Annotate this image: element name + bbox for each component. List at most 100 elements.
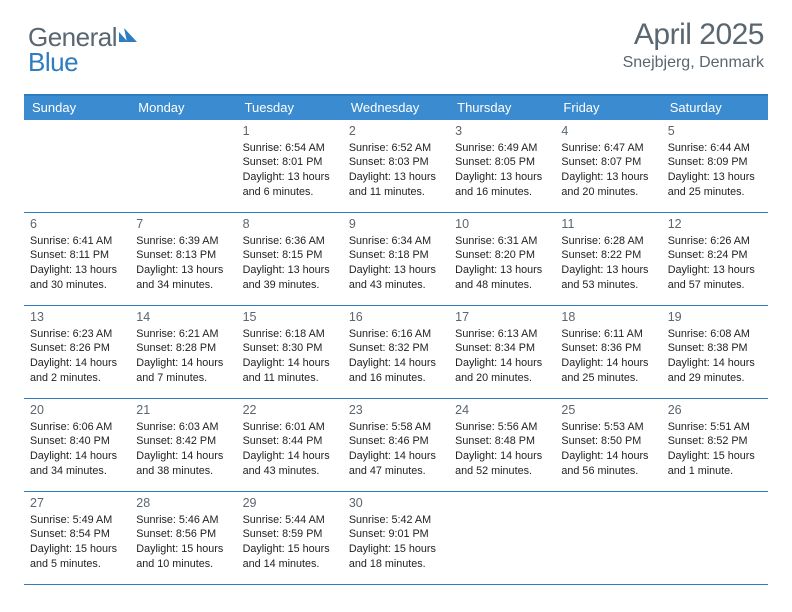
day-cell: 13Sunrise: 6:23 AMSunset: 8:26 PMDayligh… xyxy=(24,306,130,398)
sunrise-text: Sunrise: 5:53 AM xyxy=(561,420,655,435)
daylight-text: Daylight: 13 hours and 25 minutes. xyxy=(668,170,762,199)
sunrise-text: Sunrise: 6:39 AM xyxy=(136,234,230,249)
sunset-text: Sunset: 8:22 PM xyxy=(561,248,655,263)
sunset-text: Sunset: 8:36 PM xyxy=(561,341,655,356)
day-number: 12 xyxy=(668,216,762,233)
sunrise-text: Sunrise: 6:41 AM xyxy=(30,234,124,249)
day-number: 3 xyxy=(455,123,549,140)
daylight-text: Daylight: 13 hours and 43 minutes. xyxy=(349,263,443,292)
daylight-text: Daylight: 14 hours and 56 minutes. xyxy=(561,449,655,478)
day-cell: 29Sunrise: 5:44 AMSunset: 8:59 PMDayligh… xyxy=(237,492,343,584)
day-cell: 4Sunrise: 6:47 AMSunset: 8:07 PMDaylight… xyxy=(555,120,661,212)
day-cell: 28Sunrise: 5:46 AMSunset: 8:56 PMDayligh… xyxy=(130,492,236,584)
daylight-text: Daylight: 13 hours and 34 minutes. xyxy=(136,263,230,292)
sunrise-text: Sunrise: 6:03 AM xyxy=(136,420,230,435)
day-cell: 17Sunrise: 6:13 AMSunset: 8:34 PMDayligh… xyxy=(449,306,555,398)
sunrise-text: Sunrise: 6:49 AM xyxy=(455,141,549,156)
day-number: 22 xyxy=(243,402,337,419)
daylight-text: Daylight: 14 hours and 25 minutes. xyxy=(561,356,655,385)
daylight-text: Daylight: 14 hours and 38 minutes. xyxy=(136,449,230,478)
sunrise-text: Sunrise: 6:08 AM xyxy=(668,327,762,342)
sunset-text: Sunset: 8:15 PM xyxy=(243,248,337,263)
weeks-container: 1Sunrise: 6:54 AMSunset: 8:01 PMDaylight… xyxy=(24,120,768,585)
sunset-text: Sunset: 9:01 PM xyxy=(349,527,443,542)
day-number: 7 xyxy=(136,216,230,233)
day-cell: 18Sunrise: 6:11 AMSunset: 8:36 PMDayligh… xyxy=(555,306,661,398)
daylight-text: Daylight: 14 hours and 29 minutes. xyxy=(668,356,762,385)
day-cell: 8Sunrise: 6:36 AMSunset: 8:15 PMDaylight… xyxy=(237,213,343,305)
daylight-text: Daylight: 13 hours and 16 minutes. xyxy=(455,170,549,199)
weekday-sunday: Sunday xyxy=(24,96,130,120)
day-cell: 16Sunrise: 6:16 AMSunset: 8:32 PMDayligh… xyxy=(343,306,449,398)
day-cell: 20Sunrise: 6:06 AMSunset: 8:40 PMDayligh… xyxy=(24,399,130,491)
daylight-text: Daylight: 15 hours and 5 minutes. xyxy=(30,542,124,571)
sunset-text: Sunset: 8:01 PM xyxy=(243,155,337,170)
sunrise-text: Sunrise: 6:21 AM xyxy=(136,327,230,342)
day-number: 23 xyxy=(349,402,443,419)
daylight-text: Daylight: 13 hours and 53 minutes. xyxy=(561,263,655,292)
daylight-text: Daylight: 15 hours and 1 minute. xyxy=(668,449,762,478)
day-number: 14 xyxy=(136,309,230,326)
day-number: 16 xyxy=(349,309,443,326)
sunset-text: Sunset: 8:09 PM xyxy=(668,155,762,170)
daylight-text: Daylight: 13 hours and 11 minutes. xyxy=(349,170,443,199)
day-number: 5 xyxy=(668,123,762,140)
daylight-text: Daylight: 14 hours and 20 minutes. xyxy=(455,356,549,385)
sunset-text: Sunset: 8:56 PM xyxy=(136,527,230,542)
sunset-text: Sunset: 8:26 PM xyxy=(30,341,124,356)
sunrise-text: Sunrise: 6:31 AM xyxy=(455,234,549,249)
sunset-text: Sunset: 8:40 PM xyxy=(30,434,124,449)
day-cell: 1Sunrise: 6:54 AMSunset: 8:01 PMDaylight… xyxy=(237,120,343,212)
day-number: 10 xyxy=(455,216,549,233)
daylight-text: Daylight: 15 hours and 10 minutes. xyxy=(136,542,230,571)
sunset-text: Sunset: 8:34 PM xyxy=(455,341,549,356)
sunrise-text: Sunrise: 5:42 AM xyxy=(349,513,443,528)
day-number: 20 xyxy=(30,402,124,419)
day-cell: 19Sunrise: 6:08 AMSunset: 8:38 PMDayligh… xyxy=(662,306,768,398)
week-row: 20Sunrise: 6:06 AMSunset: 8:40 PMDayligh… xyxy=(24,399,768,492)
sunset-text: Sunset: 8:54 PM xyxy=(30,527,124,542)
daylight-text: Daylight: 15 hours and 18 minutes. xyxy=(349,542,443,571)
day-number: 30 xyxy=(349,495,443,512)
day-number: 15 xyxy=(243,309,337,326)
week-row: 27Sunrise: 5:49 AMSunset: 8:54 PMDayligh… xyxy=(24,492,768,585)
sunrise-text: Sunrise: 5:46 AM xyxy=(136,513,230,528)
empty-cell xyxy=(130,120,236,212)
sunrise-text: Sunrise: 6:26 AM xyxy=(668,234,762,249)
daylight-text: Daylight: 14 hours and 34 minutes. xyxy=(30,449,124,478)
daylight-text: Daylight: 13 hours and 20 minutes. xyxy=(561,170,655,199)
sunset-text: Sunset: 8:07 PM xyxy=(561,155,655,170)
day-number: 13 xyxy=(30,309,124,326)
weekday-tuesday: Tuesday xyxy=(237,96,343,120)
day-cell: 11Sunrise: 6:28 AMSunset: 8:22 PMDayligh… xyxy=(555,213,661,305)
empty-cell xyxy=(555,492,661,584)
day-cell: 2Sunrise: 6:52 AMSunset: 8:03 PMDaylight… xyxy=(343,120,449,212)
sunrise-text: Sunrise: 6:44 AM xyxy=(668,141,762,156)
daylight-text: Daylight: 13 hours and 6 minutes. xyxy=(243,170,337,199)
sunrise-text: Sunrise: 6:13 AM xyxy=(455,327,549,342)
sunset-text: Sunset: 8:38 PM xyxy=(668,341,762,356)
weekday-wednesday: Wednesday xyxy=(343,96,449,120)
weekday-monday: Monday xyxy=(130,96,236,120)
empty-cell xyxy=(449,492,555,584)
day-cell: 21Sunrise: 6:03 AMSunset: 8:42 PMDayligh… xyxy=(130,399,236,491)
day-cell: 24Sunrise: 5:56 AMSunset: 8:48 PMDayligh… xyxy=(449,399,555,491)
sunrise-text: Sunrise: 5:56 AM xyxy=(455,420,549,435)
sunset-text: Sunset: 8:24 PM xyxy=(668,248,762,263)
sunrise-text: Sunrise: 6:34 AM xyxy=(349,234,443,249)
sunrise-text: Sunrise: 6:52 AM xyxy=(349,141,443,156)
sunset-text: Sunset: 8:52 PM xyxy=(668,434,762,449)
sunrise-text: Sunrise: 6:47 AM xyxy=(561,141,655,156)
week-row: 1Sunrise: 6:54 AMSunset: 8:01 PMDaylight… xyxy=(24,120,768,213)
sunrise-text: Sunrise: 6:23 AM xyxy=(30,327,124,342)
day-cell: 14Sunrise: 6:21 AMSunset: 8:28 PMDayligh… xyxy=(130,306,236,398)
day-number: 26 xyxy=(668,402,762,419)
sunset-text: Sunset: 8:28 PM xyxy=(136,341,230,356)
daylight-text: Daylight: 14 hours and 2 minutes. xyxy=(30,356,124,385)
location-label: Snejbjerg, Denmark xyxy=(623,54,764,72)
weekday-friday: Friday xyxy=(555,96,661,120)
day-cell: 9Sunrise: 6:34 AMSunset: 8:18 PMDaylight… xyxy=(343,213,449,305)
day-cell: 12Sunrise: 6:26 AMSunset: 8:24 PMDayligh… xyxy=(662,213,768,305)
daylight-text: Daylight: 13 hours and 30 minutes. xyxy=(30,263,124,292)
sunrise-text: Sunrise: 6:36 AM xyxy=(243,234,337,249)
